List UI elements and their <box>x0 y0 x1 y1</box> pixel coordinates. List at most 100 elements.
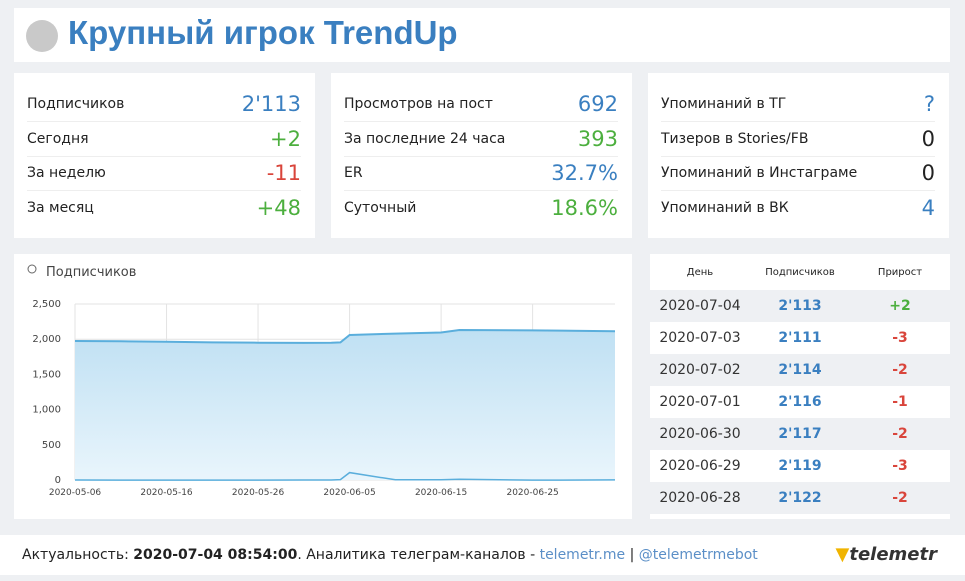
stat-value: 393 <box>577 126 618 151</box>
y-tick-label: 500 <box>42 440 61 451</box>
stat-label: Тизеров в Stories/FB <box>661 130 809 147</box>
table-cell: -1 <box>892 394 908 410</box>
stat-value: -11 <box>266 161 301 185</box>
table-row: 2020-06-30 2'117 -2 <box>650 418 950 450</box>
table: День Подписчиков Прирост 2020-07-04 2'113 +2 2… <box>650 254 950 519</box>
table-cell: 2020-07-01 <box>659 394 741 410</box>
stat-value: 692 <box>577 92 618 116</box>
column-header: Подписчиков <box>765 266 835 278</box>
user-icon <box>27 264 37 274</box>
stat-card: Подписчиков 2'113 Сегодня +2 За неделю -11 За … <box>14 73 315 238</box>
avatar <box>26 20 58 52</box>
timestamp: 2020-07-04 08:54:00 <box>133 547 298 563</box>
stat-label: Упоминаний в ВК <box>661 199 789 216</box>
stat-label: Упоминаний в ТГ <box>661 96 787 112</box>
table-cell: 2'116 <box>778 394 822 410</box>
header: Крупный игрок TrendUp <box>14 8 950 62</box>
table-row: 2020-07-04 2'113 +2 <box>650 290 950 322</box>
table-row: 2020-07-01 2'116 -1 <box>650 386 950 418</box>
stat-value: +2 <box>270 126 301 151</box>
table-cell: -2 <box>892 362 908 378</box>
footer-text: Актуальность: 2020-07-04 08:54:00. Анали… <box>22 547 758 563</box>
y-tick-label: 1,500 <box>32 369 61 380</box>
y-tick-label: 2,000 <box>32 334 61 345</box>
table-cell: 2020-06-30 <box>659 426 741 442</box>
chart-title: Подписчиков <box>46 265 136 280</box>
y-tick-label: 2,500 <box>32 299 61 310</box>
stat-label: Упоминаний в Инстаграме <box>661 165 858 181</box>
table-cell: 2020-07-04 <box>659 298 741 314</box>
label: Актуальность: <box>22 547 129 563</box>
x-tick-label: 2020-06-25 <box>506 488 558 498</box>
chart-card: Подписчиков 0 500 1,000 1,500 2,000 2,500 2020… <box>14 254 632 519</box>
table-cell: 2020-06-28 <box>659 490 741 506</box>
area <box>75 330 615 480</box>
stat-value: 4 <box>921 195 935 220</box>
table-cell: 2'111 <box>778 330 822 346</box>
table-row: 2020-06-28 2'122 -2 <box>650 482 950 514</box>
stat-row: За месяц +48 <box>27 191 301 225</box>
stat-value: 0 <box>921 161 935 185</box>
table-header: День Подписчиков Прирост <box>650 256 950 288</box>
stat-value: 2'113 <box>241 92 301 116</box>
table-cell: -2 <box>892 426 908 442</box>
table-cell: 2'114 <box>778 362 822 378</box>
y-tick-label: 1,000 <box>32 405 61 416</box>
y-tick-label: 0 <box>55 475 61 486</box>
column-header: Прирост <box>877 266 923 278</box>
table-cell: -3 <box>892 458 908 474</box>
chart: Подписчиков 0 500 1,000 1,500 2,000 2,500 2020… <box>27 264 616 498</box>
stat-value: ? <box>923 92 935 116</box>
stat-row: Подписчиков 2'113 <box>27 87 301 122</box>
logo-text: telemetr <box>849 544 937 565</box>
stat-label: За месяц <box>27 199 94 216</box>
stat-row: Упоминаний в ТГ? <box>661 87 935 122</box>
stat-label: Просмотров на пост <box>344 96 493 112</box>
table-row: 2020-07-02 2'114 -2 <box>650 354 950 386</box>
stat-row: Упоминаний в ВК 4 <box>661 191 935 225</box>
table-cell: 2020-06-29 <box>659 458 741 474</box>
stat-value: +48 <box>256 195 301 220</box>
x-tick-label: 2020-06-15 <box>415 488 467 498</box>
stat-label: ER <box>344 165 363 181</box>
logo[interactable]: ▼telemetr <box>836 544 937 565</box>
column-header: День <box>686 266 714 278</box>
table-cell: 2'117 <box>778 426 822 442</box>
table-cell: 2020-07-03 <box>659 330 741 346</box>
line <box>74 328 616 344</box>
table-cell: -2 <box>892 490 908 506</box>
stat-label: Сегодня <box>27 130 89 147</box>
title: Крупный игрок TrendUp <box>68 14 458 51</box>
stat-row: За последние 24 часа 393 <box>344 122 618 157</box>
stat-card: Упоминаний в ТГ? Тизеров в Stories/FB 0 Упо… <box>648 73 949 238</box>
text: . Аналитика телеграм-каналов - <box>297 547 536 563</box>
table-cell: 2020-07-02 <box>659 362 741 378</box>
stat-card: Просмотров на пост 692 За последние 24 час… <box>331 73 632 238</box>
stat-label: За неделю <box>27 165 106 181</box>
stat-value: 32.7% <box>551 161 618 185</box>
separator: | <box>629 547 635 563</box>
x-tick-label: 2020-05-06 <box>49 488 102 498</box>
table-cell: 2'113 <box>778 298 822 314</box>
stat-row: Тизеров в Stories/FB 0 <box>661 122 935 157</box>
logo-mark: ▼ <box>835 544 850 565</box>
stat-value: 18.6% <box>551 195 618 220</box>
footer: Актуальность: 2020-07-04 08:54:00. Анали… <box>0 535 965 575</box>
stat-row: ER 32.7% <box>344 156 618 191</box>
stat-row: Упоминаний в Инстаграме 0 <box>661 156 935 191</box>
stat-label: Суточный <box>344 199 417 216</box>
x-tick-label: 2020-05-16 <box>140 488 193 498</box>
x-tick-label: 2020-06-05 <box>323 488 375 498</box>
stat-row: Сегодня +2 <box>27 122 301 157</box>
stat-row: Просмотров на пост 692 <box>344 87 618 122</box>
stat-label: За последние 24 часа <box>344 130 506 147</box>
table-row: 2020-07-03 2'111 -3 <box>650 322 950 354</box>
line <box>74 471 616 481</box>
stat-value: 0 <box>921 126 935 151</box>
x-tick-label: 2020-05-26 <box>232 488 285 498</box>
stat-row: Суточный 18.6% <box>344 191 618 225</box>
link[interactable]: telemetr.me <box>539 547 626 563</box>
link[interactable]: @telemetrmebot <box>638 547 758 563</box>
stat-label: Подписчиков <box>27 96 125 112</box>
